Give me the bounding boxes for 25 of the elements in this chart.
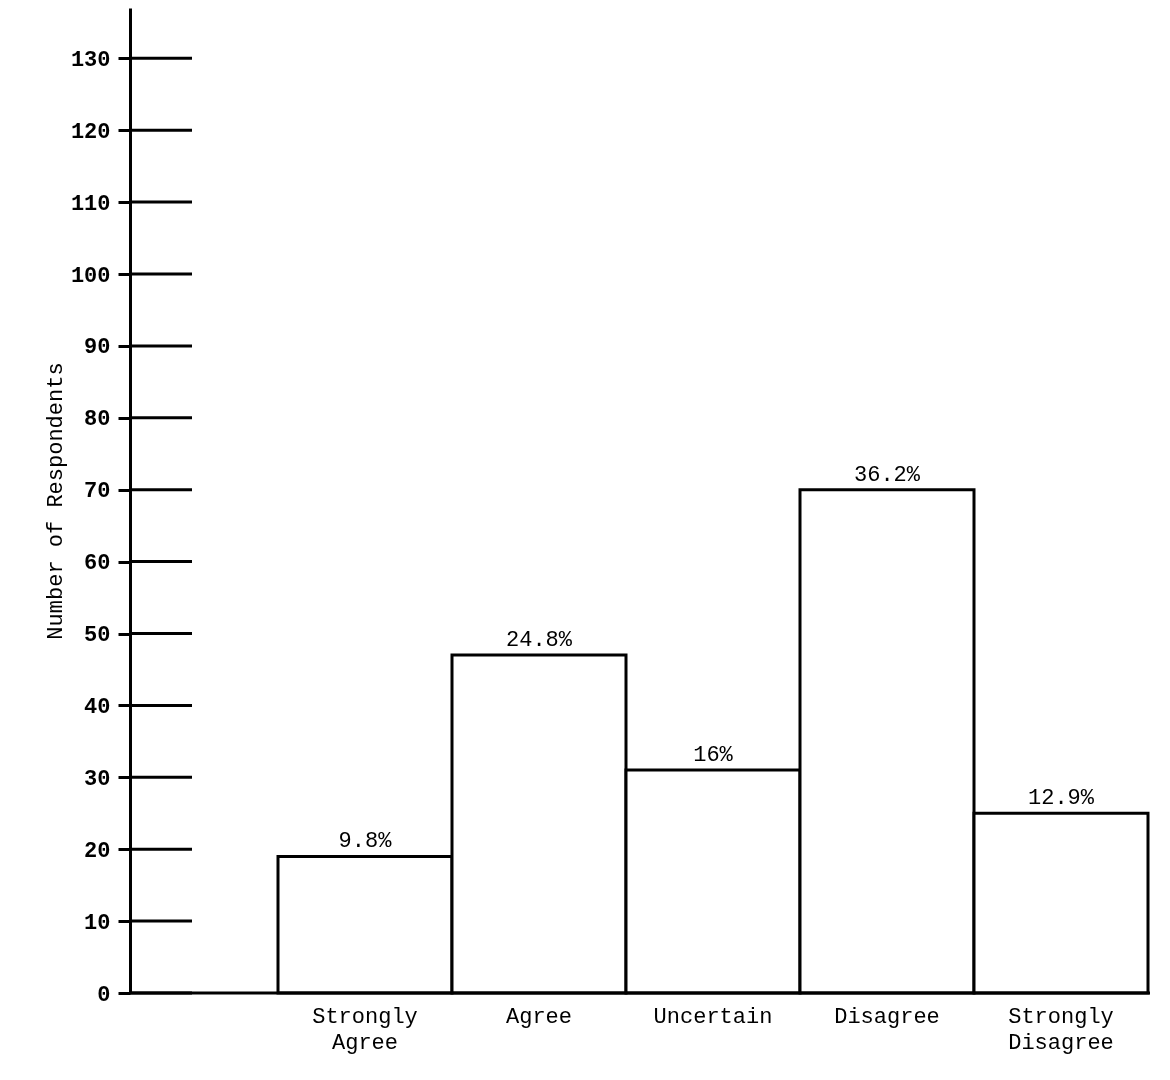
- y-tick-label: 70: [84, 479, 111, 505]
- annotation: 24.8%: [505, 628, 573, 654]
- y-tick-label: 10: [84, 910, 111, 936]
- x-tick-label: Strongly Disagree: [1008, 1004, 1114, 1056]
- x-tick-label: Uncertain: [653, 1004, 773, 1030]
- annotation: 9.8%: [338, 829, 393, 855]
- y-tick-label: 20: [84, 838, 111, 864]
- y-tick-label: 80: [84, 407, 111, 433]
- annotation: 36.2%: [853, 462, 921, 488]
- y-tick-label: 60: [84, 551, 111, 577]
- y-tick-label: 50: [84, 623, 111, 649]
- x-tick-label: Strongly Agree: [312, 1004, 418, 1056]
- y-tick-label: 120: [70, 119, 111, 145]
- annotation: 16%: [693, 743, 734, 769]
- x-tick-label: Disagree: [834, 1004, 940, 1030]
- y-tick-label: 40: [84, 694, 111, 720]
- y-tick-label: 30: [84, 766, 111, 792]
- y-tick-label: 90: [84, 335, 111, 361]
- x-tick-label: Agree: [505, 1004, 573, 1030]
- y-tick-label: 110: [70, 191, 111, 217]
- y-axis-title: Number of Respondents: [43, 362, 69, 640]
- y-tick-label: 100: [70, 263, 111, 289]
- annotation: 12.9%: [1027, 786, 1095, 812]
- y-tick-label: 0: [97, 982, 111, 1008]
- y-tick-label: 130: [70, 47, 111, 73]
